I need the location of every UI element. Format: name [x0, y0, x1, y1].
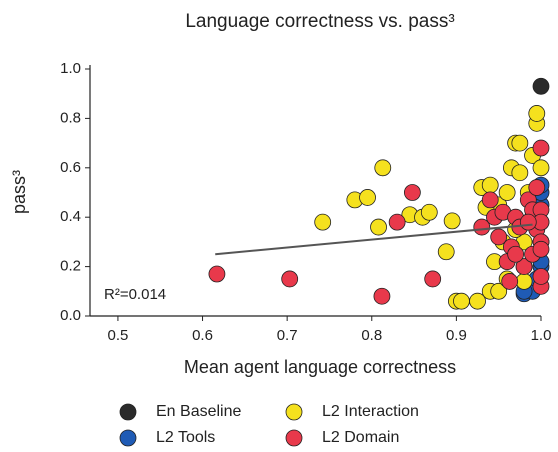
point	[443, 212, 461, 230]
point	[519, 213, 537, 231]
legend-marker	[285, 429, 303, 447]
legend-label: L2 Domain	[322, 429, 399, 446]
point	[469, 292, 486, 310]
x-tick-label: 0.6	[192, 327, 213, 344]
point	[403, 184, 421, 201]
point	[528, 179, 546, 196]
point	[453, 292, 470, 310]
point	[515, 258, 533, 276]
chart-title: Language correctness vs. pass³	[185, 11, 454, 32]
point	[424, 270, 442, 288]
x-tick-label: 0.7	[277, 327, 298, 344]
annotation: R²=0.014	[104, 286, 166, 303]
point	[498, 184, 516, 201]
point	[374, 159, 392, 177]
legend-marker	[119, 429, 137, 447]
legend-marker	[119, 403, 137, 421]
point	[281, 270, 299, 288]
point	[515, 273, 533, 290]
point	[314, 213, 332, 231]
point	[511, 134, 529, 152]
point	[490, 228, 508, 246]
trend-line	[215, 223, 533, 256]
y-tick-label: 0.0	[60, 307, 81, 324]
legend-marker	[285, 403, 303, 421]
legend-label: En Baseline	[156, 403, 241, 420]
x-tick-label: 0.8	[361, 327, 382, 344]
point	[437, 243, 455, 261]
point	[420, 203, 438, 221]
y-tick-label: 0.6	[60, 159, 81, 176]
y-tick-label: 0.8	[60, 109, 81, 126]
x-tick-label: 0.5	[107, 327, 128, 344]
point	[370, 218, 387, 236]
point	[359, 189, 376, 206]
point	[373, 287, 391, 305]
point	[481, 191, 499, 209]
point	[532, 77, 550, 95]
point	[481, 176, 499, 194]
point	[473, 218, 491, 236]
point	[208, 265, 226, 283]
point	[528, 105, 546, 122]
x-tick-label: 1.0	[531, 327, 552, 344]
point	[532, 159, 550, 177]
y-axis-label: pass³	[9, 170, 29, 214]
point	[532, 139, 550, 157]
point	[532, 240, 550, 258]
y-tick-label: 0.4	[60, 208, 81, 225]
y-tick-label: 1.0	[60, 60, 81, 77]
legend-label: L2 Tools	[156, 429, 215, 446]
y-tick-label: 0.2	[60, 258, 81, 275]
point	[507, 245, 525, 263]
point	[388, 213, 406, 231]
point	[511, 164, 529, 182]
point	[532, 268, 550, 285]
point	[490, 282, 508, 300]
x-tick-label: 0.9	[446, 327, 467, 344]
legend-label: L2 Interaction	[322, 403, 419, 420]
x-axis-label: Mean agent language correctness	[184, 357, 456, 377]
point	[501, 273, 519, 290]
